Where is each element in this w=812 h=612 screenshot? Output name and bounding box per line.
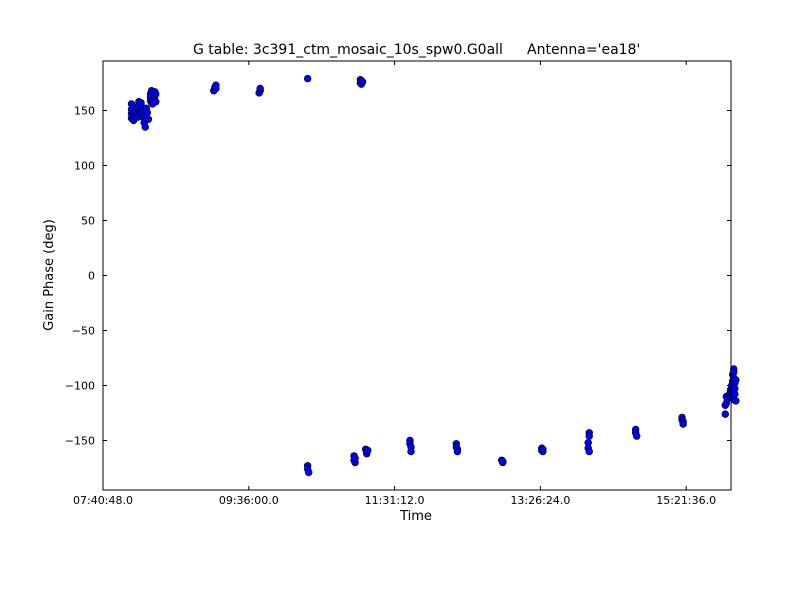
data-point xyxy=(731,390,739,398)
data-points xyxy=(127,74,740,477)
y-tick-label: 50 xyxy=(81,215,95,228)
data-point xyxy=(732,376,740,384)
y-tick-label: −100 xyxy=(65,380,95,393)
x-tick-label: 07:40:48.0 xyxy=(73,494,133,507)
data-point xyxy=(585,432,593,440)
data-point xyxy=(144,115,153,124)
data-point xyxy=(212,84,220,93)
y-tick-label: 150 xyxy=(74,105,95,118)
x-tick-label: 11:31:12.0 xyxy=(365,494,425,507)
x-axis-label: Time xyxy=(399,509,432,524)
chart-title: G table: 3c391_ctm_mosaic_10s_spw0.G0all xyxy=(193,42,503,58)
data-point xyxy=(499,457,507,466)
data-point xyxy=(732,397,740,405)
data-point xyxy=(453,447,462,456)
data-point xyxy=(303,74,312,83)
data-point xyxy=(539,445,547,453)
y-tick-label: 0 xyxy=(88,270,95,283)
y-tick-label: −150 xyxy=(65,435,95,448)
data-point xyxy=(633,432,641,440)
x-axis-ticks: 07:40:48.0 09:36:00.0 11:31:12.0 13:26:24.0… xyxy=(73,61,716,507)
data-point xyxy=(351,454,359,462)
data-point xyxy=(152,97,160,106)
data-point xyxy=(358,78,367,86)
y-tick-label: −50 xyxy=(72,325,95,338)
data-point xyxy=(407,447,415,456)
data-point xyxy=(143,108,152,117)
x-tick-label: 09:36:00.0 xyxy=(219,494,279,507)
data-point xyxy=(152,90,160,98)
x-tick-label: 15:21:36.0 xyxy=(656,494,716,507)
y-tick-label: 100 xyxy=(74,160,95,173)
y-axis-label: Gain Phase (deg) xyxy=(42,219,57,331)
data-point xyxy=(305,468,313,477)
data-point xyxy=(141,123,149,131)
plot-frame xyxy=(102,60,732,491)
data-point xyxy=(256,84,264,93)
data-point xyxy=(679,420,687,428)
chart-subtitle: Antenna='ea18' xyxy=(527,42,640,58)
data-point xyxy=(721,410,730,418)
x-tick-label: 13:26:24.0 xyxy=(510,494,570,507)
data-point xyxy=(364,446,372,455)
data-point xyxy=(585,447,593,456)
y-axis-ticks: 150 100 50 0 −50 −100 −150 xyxy=(65,105,731,448)
